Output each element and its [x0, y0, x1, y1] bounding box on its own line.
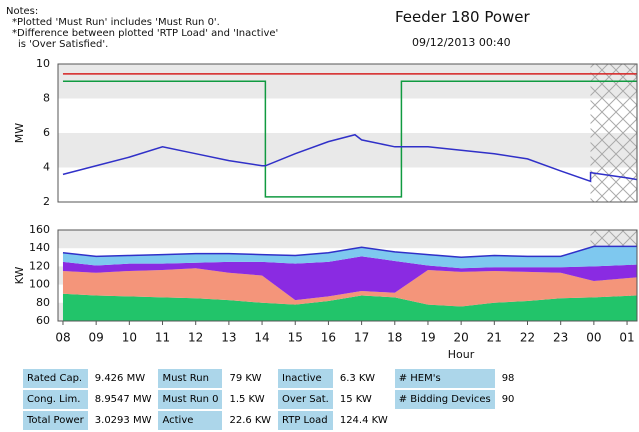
stat-label: Inactive [278, 369, 333, 388]
area [62, 256, 637, 301]
title: Feeder 180 Power [395, 8, 530, 26]
y-tick-label: 100 [29, 278, 50, 291]
stat-label: Total Power [23, 411, 88, 430]
plot [58, 230, 637, 321]
plot-frame [57, 229, 638, 322]
x-tick-label: 18 [387, 331, 402, 345]
stat-value: 3.0293 MW [90, 411, 156, 430]
x-tick-label: 00 [586, 331, 601, 345]
x-tick-label: 16 [321, 331, 336, 345]
top-line [62, 245, 637, 259]
stat-label: Cong. Lim. [23, 390, 88, 409]
stat-label: Must Run 0 [158, 390, 223, 409]
x-tick-label: 11 [155, 331, 170, 345]
table-row: Rated Cap. 9.426 MW Must Run 79 KW Inactive 6… [23, 369, 519, 388]
stat-label: # HEM's [394, 369, 495, 388]
x-tick-label: 10 [122, 331, 137, 345]
stat-label: Over Sat. [278, 390, 333, 409]
table-row: Total Power 3.0293 MW Active 22.6 KW RTP Loa… [23, 411, 518, 430]
y-tick-label: 6 [43, 126, 50, 139]
x-tick-label: 13 [221, 331, 236, 345]
x-tick-label: 22 [520, 331, 535, 345]
stat-value: 79 KW [225, 369, 276, 388]
stat-value: 8.9547 MW [90, 390, 156, 409]
stat-value: 124.4 KW [335, 411, 392, 430]
stat-label: Rated Cap. [23, 369, 88, 388]
stat-label: Active [158, 411, 223, 430]
x-tick-label: 12 [188, 331, 203, 345]
x-tick-label: 17 [354, 331, 369, 345]
stat-label: Must Run [158, 369, 223, 388]
stat-label: # Bidding Devices [394, 390, 495, 409]
stat-value: 22.6 KW [225, 411, 276, 430]
y-tick-label: 8 [43, 92, 50, 105]
x-tick-label: 09 [89, 331, 104, 345]
table-row: Cong. Lim. 8.9547 MW Must Run 0 1.5 KW Over … [23, 390, 519, 409]
stat-value: 6.3 KW [335, 369, 392, 388]
x-tick-label: 01 [619, 331, 634, 345]
date: 09/12/2013 00:40 [412, 36, 511, 49]
area [62, 268, 637, 307]
stats-table: Rated Cap. 9.426 MW Must Run 79 KW Inactive 6… [20, 367, 521, 432]
x-tick-label: 20 [454, 331, 469, 345]
plot [58, 64, 637, 202]
stat-value: 1.5 KW [225, 390, 276, 409]
x-tick-label: 08 [55, 331, 70, 345]
x-tick-label: 19 [420, 331, 435, 345]
line [62, 133, 637, 183]
y-tick-label: 80 [36, 296, 50, 309]
y-tick-label: 10 [36, 57, 50, 70]
note: Notes: [6, 6, 39, 17]
plot-frame [57, 63, 638, 203]
note: *Plotted 'Must Run' includes 'Must Run 0… [12, 17, 220, 28]
x-axis-label: Hour [448, 348, 475, 361]
y-tick-label: 60 [36, 314, 50, 327]
y-axis-label: KW [13, 267, 26, 285]
shaded-region [590, 64, 637, 202]
x-tick-label: 23 [553, 331, 568, 345]
stat-label: RTP Load [278, 411, 333, 430]
note: is 'Over Satisfied'. [18, 39, 109, 50]
stat-value: 15 KW [335, 390, 392, 409]
grid-band [58, 230, 637, 249]
area [62, 293, 637, 321]
stat-value: 9.426 MW [90, 369, 156, 388]
y-axis-label: MW [13, 123, 26, 143]
y-tick-label: 4 [43, 161, 50, 174]
charts: 2 4 6 8 10 MW 60 80 100 120 140 160 KW 08 09 10 11 12 13 14… [13, 57, 638, 361]
stat-value: 90 [497, 390, 519, 409]
line [62, 80, 637, 198]
y-tick-label: 2 [43, 195, 50, 208]
y-tick-label: 140 [29, 241, 50, 254]
x-tick-label: 14 [254, 331, 269, 345]
grid-band [58, 133, 637, 168]
x-tick-label: 21 [487, 331, 502, 345]
note: *Difference between plotted 'RTP Load' a… [12, 28, 279, 39]
stat-value: 98 [497, 369, 519, 388]
y-tick-label: 120 [29, 259, 50, 272]
area [62, 246, 637, 269]
x-tick-label: 15 [288, 331, 303, 345]
y-tick-label: 160 [29, 223, 50, 236]
